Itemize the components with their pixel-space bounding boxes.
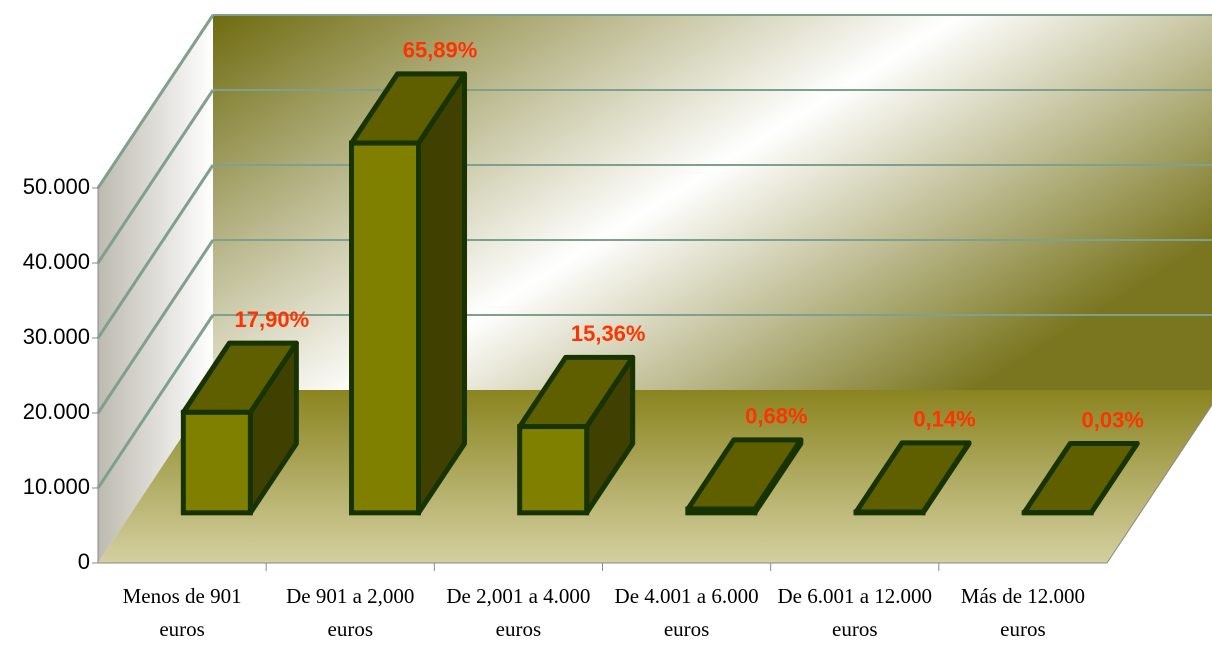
grid-line xyxy=(96,164,215,339)
bar xyxy=(180,409,253,516)
bar xyxy=(517,424,590,516)
data-label: 0,68% xyxy=(745,404,807,429)
floor-edge xyxy=(1106,404,1212,564)
y-tick-label: 50.000 xyxy=(23,174,90,199)
x-tick-label: De 6.001 a 12.000 euros xyxy=(777,584,933,641)
y-tick-label: 10.000 xyxy=(23,474,90,499)
data-label: 15,36% xyxy=(571,321,646,346)
data-label: 17,90% xyxy=(235,307,310,332)
bar-side xyxy=(416,71,468,516)
x-tick-label: Menos de 901 euros xyxy=(122,584,242,641)
grid-line xyxy=(96,314,215,489)
x-tick-label: De 901 a 2,000 euros xyxy=(286,584,415,641)
y-tick-label: 30.000 xyxy=(23,324,90,349)
y-tick-label: 20.000 xyxy=(23,399,90,424)
y-tick-label: 0 xyxy=(78,549,90,574)
data-label: 0,03% xyxy=(1081,407,1143,432)
data-label: 0,14% xyxy=(913,407,975,432)
bar xyxy=(853,509,926,516)
data-label: 65,89% xyxy=(403,38,478,63)
bar xyxy=(349,140,422,516)
grid-line xyxy=(96,89,215,264)
x-tick-label: De 4.001 a 6.000 euros xyxy=(614,584,759,641)
y-tick-label: 40.000 xyxy=(23,249,90,274)
bar xyxy=(685,506,758,516)
grid-line xyxy=(96,14,215,189)
x-tick-label: Más de 12.000 euros xyxy=(960,584,1086,641)
grid-line xyxy=(96,239,215,414)
x-tick-label: De 2,001 a 4.000 euros xyxy=(446,584,591,641)
